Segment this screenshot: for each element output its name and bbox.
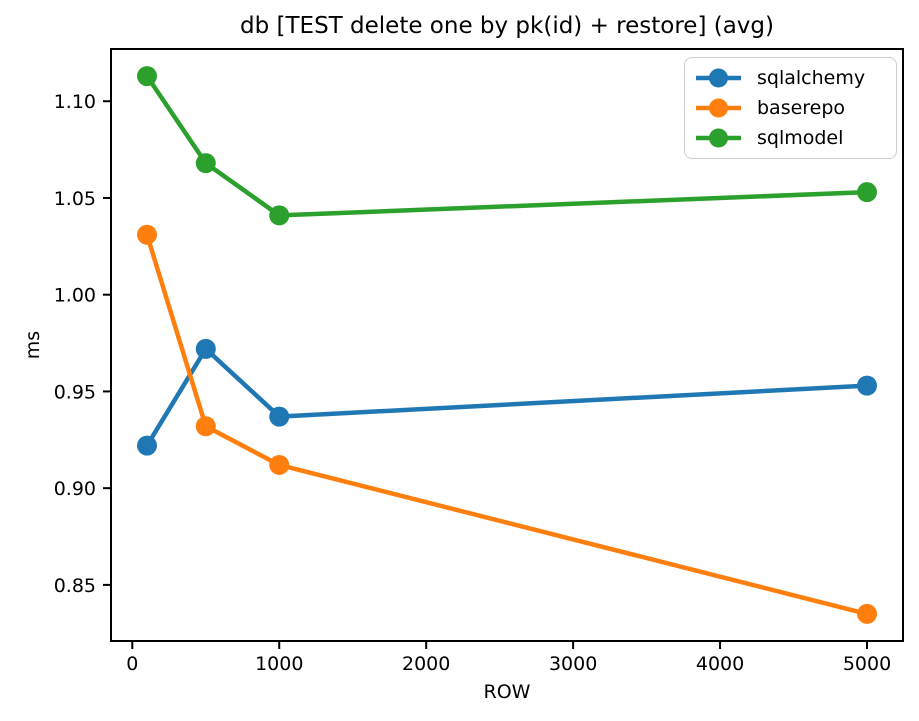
x-tick-label: 3000 — [549, 653, 597, 675]
legend-marker-icon — [696, 68, 741, 88]
x-tick-label: 2000 — [402, 653, 450, 675]
legend-marker-icon — [696, 98, 741, 118]
legend-label: sqlalchemy — [757, 67, 866, 89]
data-point-sqlalchemy — [269, 406, 290, 427]
legend-item-sqlmodel: sqlmodel — [695, 123, 888, 153]
legend-item-baserepo: baserepo — [695, 93, 888, 123]
legend-item-sqlalchemy: sqlalchemy — [695, 63, 888, 93]
y-axis-label: ms — [22, 330, 44, 360]
data-point-sqlmodel — [269, 205, 290, 226]
legend-label: sqlmodel — [757, 127, 844, 149]
data-point-baserepo — [857, 603, 877, 624]
legend-dot — [709, 68, 728, 88]
data-point-baserepo — [195, 416, 216, 437]
x-axis-label: ROW — [483, 681, 531, 703]
series-line-sqlalchemy — [144, 346, 870, 448]
y-tick-label: 1.05 — [54, 188, 96, 210]
x-tick-label: 1000 — [255, 653, 303, 675]
data-point-baserepo — [137, 224, 157, 245]
y-tick-label: 0.85 — [54, 575, 96, 597]
y-tick-label: 0.90 — [54, 478, 96, 500]
data-point-sqlmodel — [195, 153, 216, 174]
legend-label: baserepo — [757, 97, 846, 119]
series-line-baserepo — [144, 232, 870, 617]
x-tick-label: 5000 — [843, 653, 891, 675]
legend-marker-icon — [696, 128, 741, 148]
legend-dot — [709, 128, 728, 148]
data-point-sqlalchemy — [195, 338, 216, 359]
data-point-sqlmodel — [137, 66, 157, 87]
legend-dot — [709, 98, 728, 118]
data-point-sqlalchemy — [857, 375, 877, 396]
x-tick-label: 0 — [126, 653, 138, 675]
chart-title: db [TEST delete one by pk(id) + restore]… — [240, 13, 774, 39]
legend: sqlalchemy baserepo sqlmodel — [684, 57, 897, 159]
y-tick-label: 1.10 — [54, 91, 96, 113]
y-tick-label: 0.95 — [54, 381, 96, 403]
y-tick-label: 1.00 — [54, 285, 96, 307]
data-point-sqlmodel — [857, 182, 877, 203]
x-tick-label: 4000 — [696, 653, 744, 675]
data-point-sqlalchemy — [137, 435, 157, 456]
data-point-baserepo — [269, 454, 290, 475]
series-line-sqlmodel — [144, 73, 870, 218]
